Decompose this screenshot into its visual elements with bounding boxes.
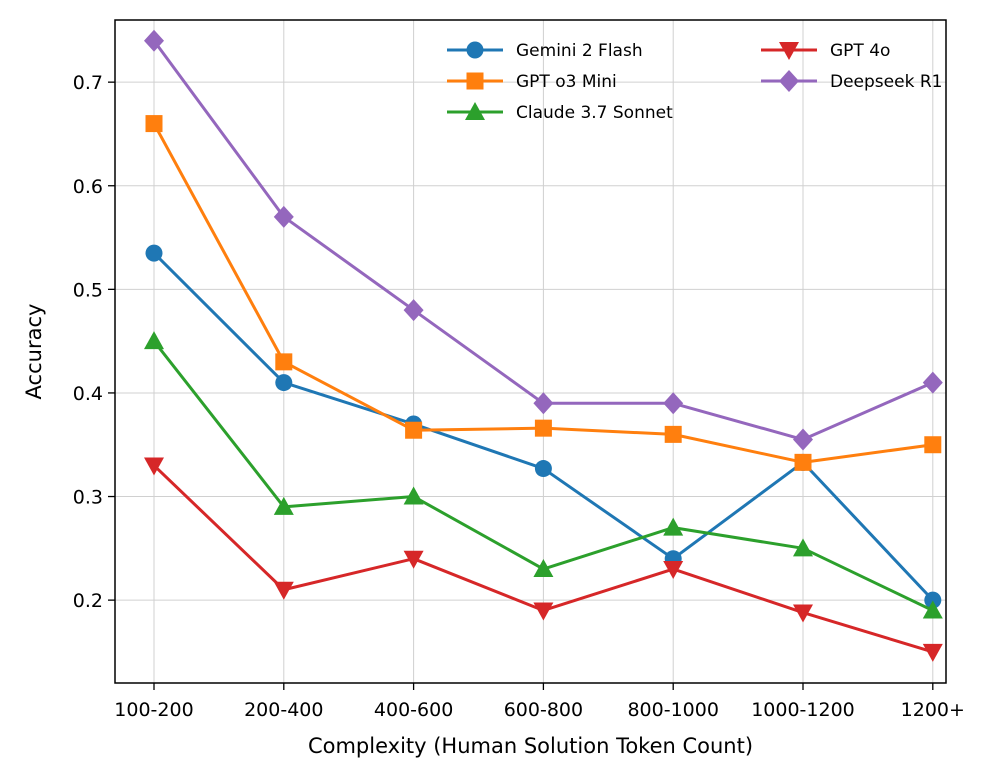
x-axis-ticks: 100-200 200-400 400-600 600-800 800-1000 1000… [114, 683, 965, 721]
y-tick-label: 0.7 [73, 72, 103, 94]
data-point-deepseek-r1 [403, 299, 424, 322]
series-layer [144, 29, 943, 662]
data-point-deepseek-r1 [793, 428, 813, 451]
x-axis-label: Complexity (Human Solution Token Count) [308, 734, 753, 758]
data-point-gpt-o3-mini [794, 453, 812, 471]
data-point-deepseek-r1 [533, 392, 554, 415]
data-point-gpt-4o [793, 604, 813, 623]
data-point-claude-3-7-sonnet [533, 559, 554, 578]
legend-label: Deepseek R1 [830, 72, 942, 92]
y-tick-label: 0.4 [73, 383, 103, 405]
legend-item-claude-3-7-sonnet: Claude 3.7 Sonnet [447, 102, 673, 123]
data-point-claude-3-7-sonnet [922, 600, 943, 619]
data-point-gpt-4o [922, 643, 943, 662]
data-point-gpt-4o [663, 561, 684, 580]
data-point-claude-3-7-sonnet [273, 496, 294, 515]
legend-item-gemini-2-flash: Gemini 2 Flash [447, 41, 643, 61]
data-point-gemini-2-flash [924, 591, 942, 609]
data-point-gpt-4o [144, 457, 164, 476]
legend-label: GPT o3 Mini [516, 72, 617, 92]
data-point-gpt-o3-mini [924, 436, 942, 454]
data-point-gemini-2-flash [275, 374, 293, 392]
legend-marker [779, 70, 799, 92]
x-tick-label: 1000-1200 [751, 699, 855, 721]
legend-marker [465, 102, 485, 120]
y-tick-label: 0.6 [73, 176, 103, 198]
data-point-gpt-o3-mini [405, 421, 423, 439]
legend-item-gpt-4o: GPT 4o [761, 41, 890, 61]
x-tick-label: 200-400 [244, 699, 323, 721]
data-point-deepseek-r1 [273, 205, 294, 228]
legend-label: Claude 3.7 Sonnet [516, 103, 673, 123]
y-tick-label: 0.3 [73, 487, 103, 509]
legend-marker [466, 72, 484, 90]
x-tick-label: 1200+ [901, 699, 965, 721]
data-point-claude-3-7-sonnet [403, 486, 424, 505]
data-point-deepseek-r1 [922, 371, 943, 394]
data-point-gpt-o3-mini [145, 115, 163, 133]
x-tick-label: 800-1000 [627, 699, 718, 721]
data-point-gemini-2-flash [145, 244, 163, 262]
data-point-gpt-4o [533, 602, 554, 621]
data-point-gpt-4o [403, 550, 424, 569]
legend-marker [466, 41, 484, 59]
y-axis-ticks: 0.2 0.3 0.4 0.5 0.6 0.7 [73, 72, 115, 612]
data-point-deepseek-r1 [144, 29, 164, 52]
y-tick-label: 0.5 [73, 279, 103, 301]
y-axis-label: Accuracy [22, 304, 46, 400]
data-point-gpt-o3-mini [534, 419, 552, 437]
y-tick-label: 0.2 [73, 590, 103, 612]
legend-item-deepseek-r1: Deepseek R1 [761, 70, 942, 92]
x-tick-label: 100-200 [114, 699, 193, 721]
data-point-claude-3-7-sonnet [663, 517, 684, 536]
x-tick-label: 600-800 [504, 699, 583, 721]
legend-label: GPT 4o [830, 41, 890, 61]
series-gpt-4o [144, 457, 943, 662]
data-point-claude-3-7-sonnet [793, 538, 813, 557]
legend: Gemini 2 Flash GPT o3 Mini Claude 3.7 Sonn… [447, 41, 942, 123]
data-point-gpt-4o [273, 581, 294, 600]
x-tick-label: 400-600 [374, 699, 453, 721]
legend-marker [779, 42, 799, 60]
data-point-gpt-o3-mini [664, 425, 682, 443]
data-point-claude-3-7-sonnet [144, 331, 164, 350]
legend-item-gpt-o3-mini: GPT o3 Mini [447, 72, 617, 92]
series-gpt-o3-mini [145, 115, 942, 471]
series-deepseek-r1 [144, 29, 943, 451]
data-point-gemini-2-flash [534, 460, 552, 478]
plot-frame [114, 19, 947, 684]
legend-label: Gemini 2 Flash [516, 41, 643, 61]
data-point-deepseek-r1 [663, 392, 684, 415]
data-point-gpt-o3-mini [275, 353, 293, 371]
series-claude-3-7-sonnet [144, 331, 943, 619]
